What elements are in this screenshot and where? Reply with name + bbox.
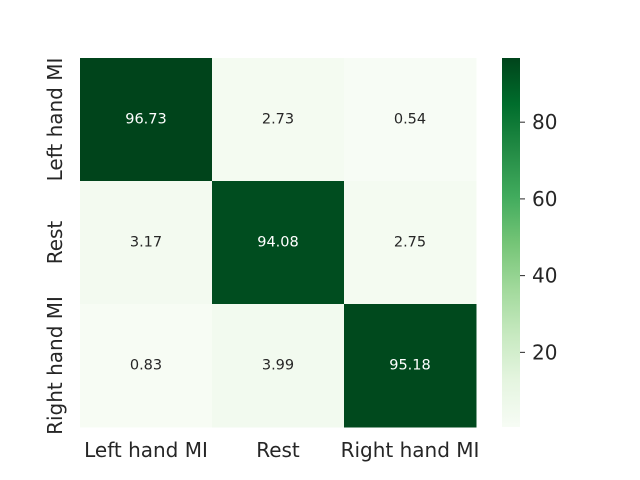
cell-value-r1-c1: 94.08 (257, 235, 299, 251)
heatmap-cell-r0-c0 (80, 58, 213, 182)
colorbar-tick-label-1: 40 (532, 264, 557, 288)
heatmap-cell-r1-c2 (344, 181, 477, 305)
colorbar-tick-label-2: 60 (532, 187, 557, 211)
colorbar-gradient (502, 58, 520, 427)
cell-value-r1-c0: 3.17 (130, 235, 162, 251)
heatmap-cell-r1-c1 (212, 181, 345, 305)
heatmap-cells (80, 58, 477, 428)
heatmap-cell-r1-c0 (80, 181, 213, 305)
y-tick-label-0: Left hand MI (43, 58, 67, 182)
cell-value-r2-c0: 0.83 (130, 358, 162, 374)
heatmap-cell-labels: 96.73 2.73 0.54 3.17 94.08 2.75 0.83 3.99 95.18 (125, 112, 431, 374)
colorbar-tick-label-0: 20 (532, 340, 557, 364)
x-tick-label-2: Right hand MI (341, 438, 480, 462)
y-axis-tick-labels: Left hand MI Rest Right hand MI (43, 58, 67, 435)
cell-value-r0-c1: 2.73 (262, 112, 294, 128)
colorbar-tick-label-3: 80 (532, 110, 557, 134)
cell-value-r0-c2: 0.54 (394, 112, 426, 128)
heatmap-cell-r2-c2 (344, 304, 477, 428)
heatmap-cell-r2-c1 (212, 304, 345, 428)
cell-value-r1-c2: 2.75 (394, 235, 426, 251)
x-tick-label-1: Rest (256, 438, 300, 462)
cell-value-r0-c0: 96.73 (125, 112, 167, 128)
y-tick-label-2: Right hand MI (43, 296, 67, 435)
cell-value-r2-c2: 95.18 (389, 358, 431, 374)
y-tick-label-1: Rest (43, 221, 67, 265)
x-axis-tick-labels: Left hand MI Rest Right hand MI (84, 438, 479, 462)
heatmap-cell-r2-c0 (80, 304, 213, 428)
colorbar-ticks: 20 40 60 80 (520, 110, 557, 364)
x-tick-label-0: Left hand MI (84, 438, 208, 462)
colorbar: 20 40 60 80 (502, 58, 557, 427)
heatmap-cell-r0-c1 (212, 58, 345, 182)
heatmap-cell-r0-c2 (344, 58, 477, 182)
cell-value-r2-c1: 3.99 (262, 358, 294, 374)
